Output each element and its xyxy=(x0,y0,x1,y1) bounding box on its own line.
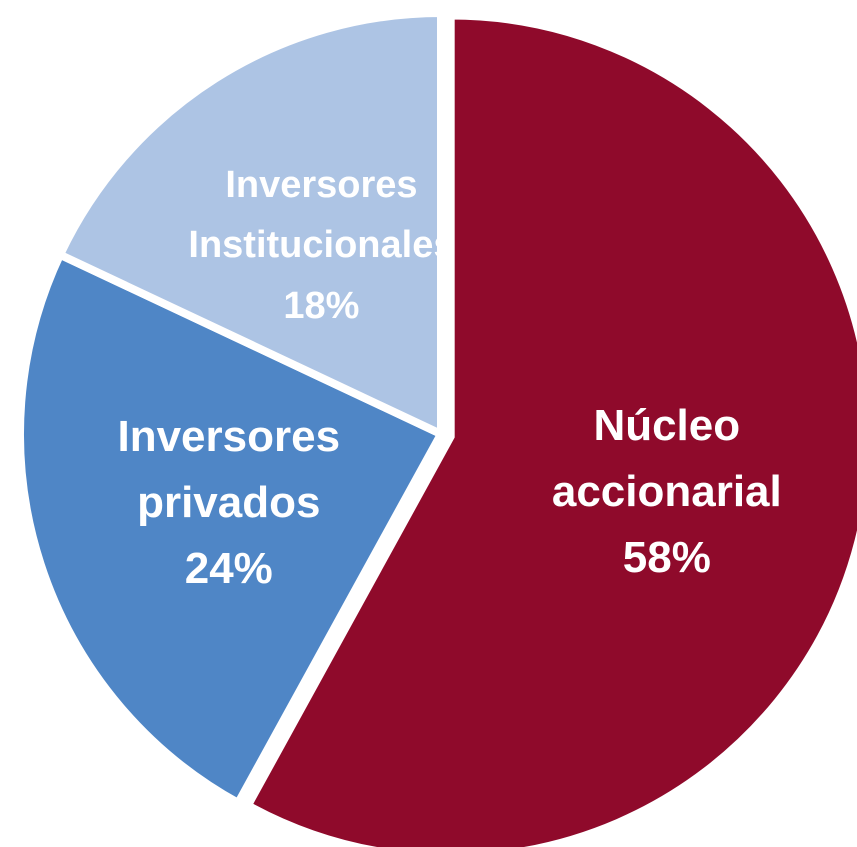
pie-slice xyxy=(16,249,447,809)
category-label: Inversores Institucionales xyxy=(188,163,455,267)
value-label: 18% xyxy=(283,284,360,327)
pie-slice xyxy=(242,11,857,847)
value-label: 24% xyxy=(184,543,273,593)
category-label: Núcleo accionarial xyxy=(551,400,782,516)
value-label: 58% xyxy=(622,532,711,582)
slice-label: Inversores privados 24% xyxy=(79,404,379,602)
pie-slice xyxy=(54,8,445,441)
slice-label: Núcleo accionarial 58% xyxy=(512,393,822,591)
category-label: Inversores privados xyxy=(117,411,341,527)
slice-label: Inversores Institucionales 18% xyxy=(181,154,461,336)
